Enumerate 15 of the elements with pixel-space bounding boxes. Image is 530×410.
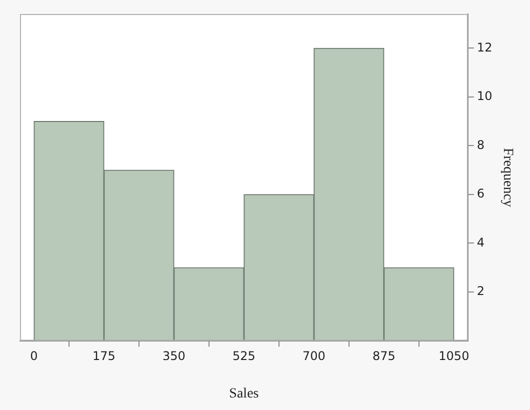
x-tick-label: 350 (162, 349, 186, 364)
x-tick-label: 1050 (438, 349, 470, 364)
y-axis-title: Frequency (500, 148, 515, 207)
x-tick-label: 700 (302, 349, 326, 364)
y-tick-label: 12 (476, 40, 492, 54)
x-tick-label: 525 (232, 349, 256, 364)
y-tick-label: 6 (476, 186, 485, 201)
x-tick-label: 175 (92, 349, 116, 364)
y-tick-label: 2 (476, 284, 485, 298)
y-tick-label: 8 (476, 138, 485, 152)
x-tick-label: 875 (372, 349, 396, 364)
x-tick-label: 0 (30, 349, 38, 364)
y-tick-label: 10 (476, 89, 492, 104)
x-axis-title: Sales (229, 386, 259, 402)
y-tick-label: 4 (476, 235, 485, 250)
